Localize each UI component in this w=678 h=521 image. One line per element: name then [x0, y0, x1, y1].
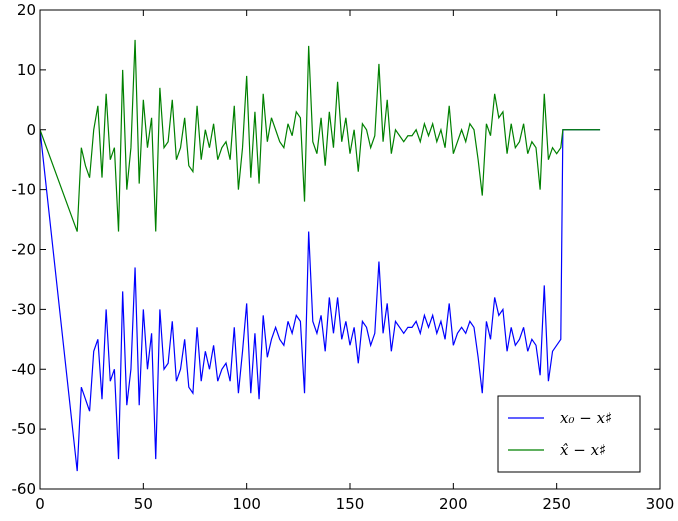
x-tick-label: 250	[542, 495, 571, 513]
y-tick-label: 0	[26, 121, 36, 139]
y-tick-label: -50	[12, 420, 37, 438]
series-line	[40, 129, 601, 472]
x-tick-label: 200	[439, 495, 468, 513]
y-tick-label: 10	[17, 61, 36, 79]
legend-label: x₀ − x♯	[560, 409, 612, 427]
y-tick-label: -60	[12, 480, 37, 498]
x-tick-label: 100	[232, 495, 261, 513]
x-tick-label: 50	[134, 495, 153, 513]
x-tick-label: 300	[646, 495, 675, 513]
y-tick-label: -40	[12, 360, 37, 378]
x-tick-label: 0	[35, 495, 45, 513]
y-tick-label: -10	[12, 181, 37, 199]
y-tick-label: -20	[12, 241, 37, 259]
legend-box	[497, 395, 641, 473]
y-tick-label: 20	[17, 1, 36, 19]
x-tick-label: 150	[336, 495, 365, 513]
series-line	[40, 39, 601, 232]
legend-label: x̂ − x♯	[560, 441, 606, 459]
y-tick-label: -30	[12, 300, 37, 318]
